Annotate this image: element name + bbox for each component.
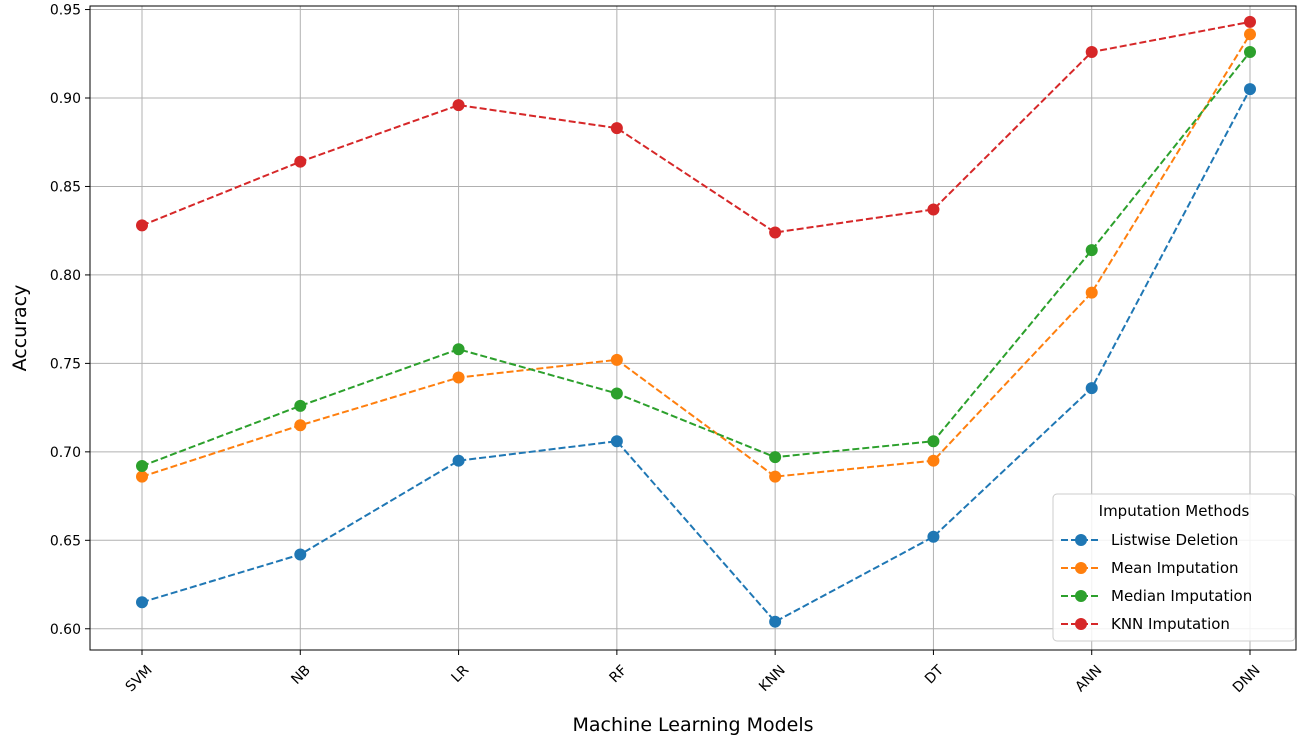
y-tick-label: 0.65 <box>50 533 81 549</box>
data-point <box>927 203 940 216</box>
data-point <box>769 470 782 483</box>
legend-marker <box>1075 618 1087 630</box>
data-point <box>927 435 940 448</box>
y-axis-label: Accuracy <box>9 285 31 372</box>
legend-marker <box>1075 590 1087 602</box>
data-point <box>1244 46 1256 58</box>
series-listwise-deletion <box>136 83 1256 628</box>
legend-entry: Mean Imputation <box>1061 559 1239 577</box>
data-point <box>610 122 623 135</box>
y-tick-label: 0.60 <box>50 622 81 638</box>
data-point <box>136 460 148 472</box>
data-point <box>1085 244 1098 257</box>
data-point <box>294 548 307 561</box>
legend-entry: Median Imputation <box>1061 587 1252 605</box>
data-point <box>452 454 465 467</box>
series-line <box>141 33 1251 478</box>
plot-frame <box>89 5 1297 651</box>
data-point <box>1085 286 1098 299</box>
data-point <box>769 451 782 464</box>
series-line <box>141 88 1251 623</box>
data-point <box>1244 83 1256 96</box>
data-point <box>1085 382 1098 395</box>
data-point <box>927 454 940 467</box>
data-point <box>610 387 623 400</box>
data-point <box>294 419 307 432</box>
data-point <box>1085 46 1098 58</box>
legend-label: Listwise Deletion <box>1111 531 1238 549</box>
data-point <box>452 371 465 384</box>
data-point <box>769 226 782 239</box>
data-point <box>927 530 940 543</box>
data-point <box>610 353 623 366</box>
legend-label: Median Imputation <box>1111 587 1252 605</box>
y-tick-label: 0.80 <box>50 268 81 284</box>
data-point <box>136 470 148 483</box>
y-tick-label: 0.95 <box>50 3 81 19</box>
legend-entries: Listwise Deletion Mean Imputation Median I… <box>1061 531 1252 633</box>
data-point <box>452 343 465 356</box>
series-knn-imputation <box>136 15 1256 239</box>
data-point <box>610 435 623 448</box>
legend-title: Imputation Methods <box>1099 502 1250 520</box>
y-tick-label: 0.90 <box>50 91 81 107</box>
data-point <box>1244 28 1256 41</box>
legend-label: KNN Imputation <box>1111 615 1230 633</box>
legend-marker <box>1075 562 1087 574</box>
data-point <box>136 596 148 609</box>
y-axis: 0.60 0.65 0.70 0.75 0.80 0.85 0.90 0.95 <box>50 3 90 638</box>
data-point <box>136 219 148 232</box>
legend-entry: KNN Imputation <box>1061 615 1230 633</box>
series-mean-imputation <box>136 28 1256 483</box>
series-line <box>141 20 1251 234</box>
data-point <box>294 155 307 168</box>
data-point <box>452 99 465 112</box>
legend-entry: Listwise Deletion <box>1061 531 1238 549</box>
y-tick-label: 0.75 <box>50 356 81 372</box>
legend-marker <box>1075 534 1087 546</box>
y-tick-label: 0.70 <box>50 445 81 461</box>
legend-box <box>1052 493 1296 642</box>
data-point <box>1244 15 1256 28</box>
data-point <box>294 399 307 412</box>
x-axis-label: Machine Learning Models <box>572 714 813 736</box>
y-tick-label: 0.85 <box>50 179 81 195</box>
legend: Imputation Methods Listwise Deletion Mean… <box>1052 493 1296 642</box>
data-point <box>769 615 782 628</box>
series-layer <box>136 15 1256 628</box>
series-median-imputation <box>136 46 1256 472</box>
legend-label: Mean Imputation <box>1111 559 1239 577</box>
